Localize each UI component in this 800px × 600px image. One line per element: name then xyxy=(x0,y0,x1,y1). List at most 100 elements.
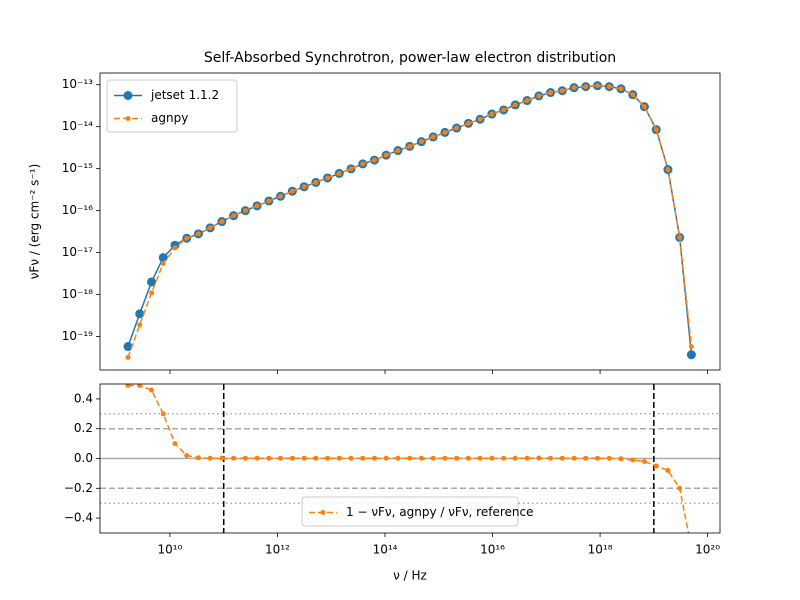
y-tick-label: 10⁻¹⁵ xyxy=(62,161,93,175)
data-point xyxy=(371,157,377,163)
data-point xyxy=(630,92,636,98)
data-point xyxy=(594,83,600,89)
data-point xyxy=(548,455,554,461)
data-point xyxy=(618,456,624,462)
x-tick-label: 10²⁰ xyxy=(695,543,720,557)
data-point xyxy=(677,485,683,491)
data-point xyxy=(630,457,636,463)
data-point xyxy=(231,455,237,461)
data-point xyxy=(383,152,389,158)
data-point xyxy=(278,455,284,461)
data-point xyxy=(594,455,600,461)
data-point xyxy=(524,455,530,461)
data-point xyxy=(184,453,190,459)
y-tick-label: 0.2 xyxy=(74,421,93,435)
y-axis-label: νFν / (erg cm⁻² s⁻¹) xyxy=(28,164,42,280)
data-point xyxy=(583,455,589,461)
data-point xyxy=(418,455,424,461)
data-point xyxy=(501,107,507,113)
data-point xyxy=(430,455,436,461)
x-tick-label: 10¹⁴ xyxy=(373,543,398,557)
data-point xyxy=(125,354,131,360)
data-point xyxy=(219,455,225,461)
data-point xyxy=(677,234,683,240)
data-point xyxy=(195,455,201,461)
data-point xyxy=(289,188,295,194)
data-point xyxy=(184,235,190,241)
data-point xyxy=(571,85,577,91)
data-point xyxy=(231,213,237,219)
data-point xyxy=(512,102,518,108)
data-point xyxy=(688,344,694,350)
data-point xyxy=(158,253,168,263)
data-point xyxy=(524,98,530,104)
data-point xyxy=(149,387,155,393)
data-point xyxy=(219,219,225,225)
y-tick-label: 0.0 xyxy=(74,451,93,465)
plot-area xyxy=(123,81,696,360)
data-point xyxy=(407,143,413,149)
data-point xyxy=(571,455,577,461)
legend-label: agnpy xyxy=(151,111,188,125)
data-point xyxy=(123,342,133,352)
data-point xyxy=(559,455,565,461)
data-point xyxy=(606,84,612,90)
data-point xyxy=(242,455,248,461)
data-point xyxy=(653,127,659,133)
data-point xyxy=(442,129,448,135)
legend-box xyxy=(301,496,519,527)
data-point xyxy=(559,88,565,94)
chart-title: Self-Absorbed Synchrotron, power-law ele… xyxy=(204,50,616,66)
data-point xyxy=(606,455,612,461)
data-point xyxy=(395,148,401,154)
data-point xyxy=(442,455,448,461)
data-point xyxy=(160,261,166,267)
data-point xyxy=(653,463,659,469)
data-point xyxy=(147,277,157,287)
data-point xyxy=(149,290,155,296)
data-point xyxy=(383,455,389,461)
data-point xyxy=(665,467,671,473)
data-point xyxy=(348,455,354,461)
y-tick-label: 0.4 xyxy=(74,391,93,405)
x-tick-label: 10¹⁶ xyxy=(480,543,505,557)
data-point xyxy=(207,455,213,461)
legend-marker xyxy=(125,116,131,121)
data-point xyxy=(501,455,507,461)
data-point xyxy=(360,455,366,461)
data-point xyxy=(536,93,542,99)
y-tick-label: 10⁻¹⁷ xyxy=(62,245,93,259)
data-point xyxy=(489,111,495,117)
legend-marker xyxy=(320,510,326,515)
legend-marker xyxy=(123,91,133,100)
data-point xyxy=(301,455,307,461)
data-point xyxy=(313,455,319,461)
data-point xyxy=(371,455,377,461)
data-point xyxy=(641,458,647,464)
legend-box xyxy=(106,79,238,133)
y-tick-label: −0.2 xyxy=(64,481,93,495)
data-point xyxy=(325,175,331,181)
data-point xyxy=(477,116,483,122)
x-tick-label: 10¹² xyxy=(265,543,290,557)
data-point xyxy=(207,225,213,231)
y-tick-label: −0.4 xyxy=(64,511,93,525)
data-point xyxy=(686,350,696,360)
data-point xyxy=(618,86,624,92)
axes-frame xyxy=(99,383,721,534)
data-point xyxy=(254,455,260,461)
data-point xyxy=(254,203,260,209)
data-point xyxy=(172,245,178,251)
data-point xyxy=(160,411,166,417)
data-point xyxy=(125,384,131,388)
data-point xyxy=(278,193,284,199)
data-point xyxy=(325,455,331,461)
data-point xyxy=(336,455,342,461)
data-point xyxy=(137,384,143,388)
data-point xyxy=(289,455,295,461)
data-point xyxy=(135,309,145,319)
data-point xyxy=(313,179,319,185)
y-tick-label: 10⁻¹⁴ xyxy=(62,119,93,133)
x-tick-label: 10¹⁰ xyxy=(158,543,183,557)
